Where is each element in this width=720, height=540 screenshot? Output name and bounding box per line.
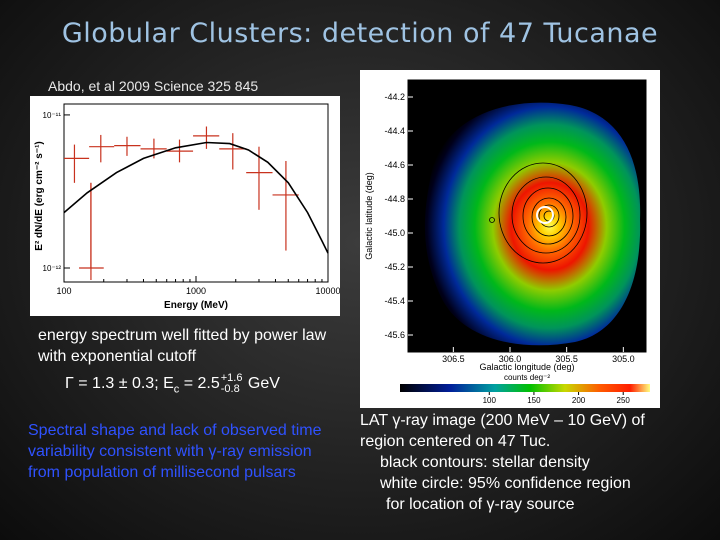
spectrum-model-curve	[63, 141, 329, 254]
fit-gamma-index: Γ = 1.3 ± 0.3; E	[65, 375, 174, 393]
fit-cutoff-lower-error: -0.8	[220, 383, 240, 395]
spectrum-x-tick-label: 10000	[315, 286, 340, 296]
colorbar-tick-label: 200	[572, 396, 586, 405]
lat-map-y-axis-label: Galactic latitude (deg)	[364, 172, 374, 260]
gamma-ray-intensity	[424, 102, 641, 346]
lat-map-y-tick-label: -44.6	[384, 160, 405, 170]
energy-spectrum-text: energy spectrum well fitted by power law…	[38, 327, 327, 365]
spectrum-data-point	[114, 136, 141, 156]
spectrum-data-point	[219, 133, 247, 170]
stellar-density-contours	[489, 162, 588, 264]
fit-cutoff-value: = 2.5	[179, 375, 220, 393]
lat-line-5: for location of γ-ray source	[386, 496, 575, 513]
spectral-shape-text: Spectral shape and lack of observed time…	[28, 422, 322, 481]
slide-title: Globular Clusters: detection of 47 Tucan…	[61, 18, 659, 49]
colorbar-tick-label: 100	[483, 396, 497, 405]
fit-cutoff-unit: GeV	[243, 375, 280, 393]
spectrum-data-point	[193, 126, 220, 149]
spectrum-x-tick-label: 100	[56, 286, 71, 296]
lat-line-4: white circle: 95% confidence region	[380, 475, 631, 492]
spectrum-plot-frame	[63, 103, 329, 283]
lat-line-3: black contours: stellar density	[380, 454, 590, 471]
lat-map-figure: -44.2 -44.4 -44.6 -44.8 -45.0 -45.2 -45.4 -45.6…	[360, 70, 660, 408]
lat-line-2: region centered on 47 Tuc.	[360, 433, 551, 450]
fit-cutoff-subscript: c	[173, 383, 180, 396]
confidence-circle	[536, 206, 554, 224]
lat-map-y-tick-label: -44.4	[384, 126, 405, 136]
lat-map-chart: -44.2 -44.4 -44.6 -44.8 -45.0 -45.2 -45.4 -45.6…	[364, 79, 650, 405]
fit-parameters: Γ = 1.3 ± 0.3; Ec = 2.5+1.6 -0.8 GeV	[65, 373, 280, 396]
lat-map-x-axis-label: Galactic longitude (deg)	[479, 362, 574, 372]
lat-map-y-tick-label: -44.2	[384, 92, 405, 102]
lat-map-x-tick-label: 306.0	[499, 354, 522, 364]
lat-map-frame	[407, 79, 647, 353]
spectrum-data-point	[166, 139, 194, 163]
colorbar	[400, 384, 650, 392]
lat-map-x-tick-label: 305.5	[555, 354, 578, 364]
lat-map-y-tick-label: -45.4	[384, 296, 405, 306]
lat-map-y-tick-label: -45.6	[384, 330, 405, 340]
spectrum-x-tick-label: 1000	[186, 286, 206, 296]
spectrum-data-point	[79, 182, 104, 280]
lat-map-y-tick-label: -45.0	[384, 228, 405, 238]
lat-description: LAT γ-ray image (200 MeV – 10 GeV) of re…	[360, 410, 700, 515]
colorbar-tick-label: 250	[617, 396, 631, 405]
colorbar-tick-label: 150	[527, 396, 541, 405]
colorbar-label: counts deg⁻²	[504, 373, 550, 382]
spectrum-y-tick-label: 10⁻¹¹	[43, 111, 62, 120]
spectrum-chart: 100 1000 10000 10⁻¹¹ 10⁻¹² Energy (MeV) E² d…	[34, 103, 341, 311]
fit-cutoff-upper-error: +1.6	[220, 372, 243, 384]
spectrum-data-point	[89, 134, 115, 163]
lat-line-1: LAT γ-ray image (200 MeV – 10 GeV) of	[360, 412, 645, 429]
spectrum-data-point	[272, 161, 299, 251]
lat-map-x-tick-label: 305.0	[612, 354, 635, 364]
lat-map-y-tick-label: -44.8	[384, 194, 405, 204]
spectrum-data-point	[64, 144, 90, 183]
spectrum-figure: 100 1000 10000 10⁻¹¹ 10⁻¹² Energy (MeV) E² d…	[30, 96, 341, 316]
fit-cutoff-errors: +1.6 -0.8	[221, 373, 243, 395]
citation: Abdo, et al 2009 Science 325 845	[48, 78, 259, 94]
spectrum-x-axis-label: Energy (MeV)	[164, 300, 228, 311]
spectrum-y-tick-label: 10⁻¹²	[43, 264, 62, 273]
spectrum-y-axis-label: E² dN/dE (erg cm⁻² s⁻¹)	[34, 141, 45, 250]
lat-map-x-tick-label: 306.5	[442, 354, 465, 364]
lat-map-y-tick-label: -45.2	[384, 262, 405, 272]
